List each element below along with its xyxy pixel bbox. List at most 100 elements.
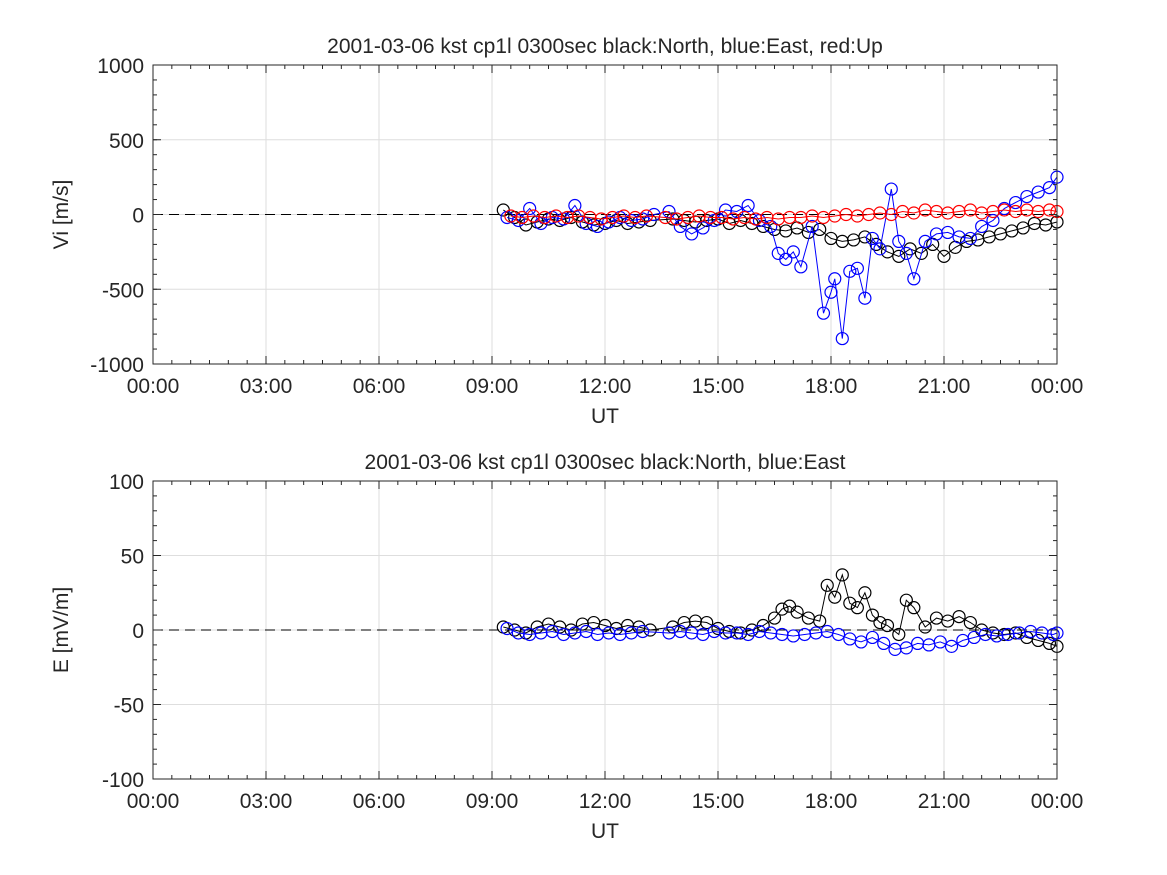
data-point — [843, 264, 857, 278]
data-point — [816, 306, 831, 320]
data-point — [794, 260, 808, 274]
data-point — [963, 615, 977, 630]
data-point — [500, 621, 514, 636]
y-tick-label: -1000 — [90, 354, 144, 377]
y-axis-label: Vi [m/s] — [50, 180, 73, 250]
data-point — [673, 219, 687, 234]
data-point — [907, 601, 921, 615]
y-axis-label: E [mV/m] — [50, 587, 73, 673]
x-tick-label: 15:00 — [692, 790, 745, 813]
data-point — [843, 596, 857, 610]
x-tick-label: 06:00 — [353, 790, 406, 813]
data-point — [790, 605, 804, 619]
data-point — [850, 261, 864, 275]
x-tick-label: 12:00 — [579, 790, 632, 813]
data-point — [511, 213, 525, 228]
data-point — [636, 212, 650, 226]
data-point — [767, 611, 782, 625]
data-point — [899, 641, 913, 655]
data-point — [858, 291, 872, 305]
data-point — [1016, 221, 1030, 235]
data-point — [880, 618, 895, 633]
x-tick-label: 18:00 — [805, 375, 858, 398]
data-point — [858, 586, 872, 600]
data-point — [1031, 185, 1045, 199]
panel-ion-velocity: 2001-03-06 kst cp1l 0300sec black:North,… — [50, 35, 1083, 428]
y-tick-label: -50 — [114, 695, 144, 718]
data-point — [602, 215, 616, 229]
data-point — [903, 242, 917, 256]
y-tick-label: 100 — [109, 471, 144, 494]
data-point — [775, 602, 789, 616]
data-point — [636, 624, 650, 639]
chart-title: 2001-03-06 kst cp1l 0300sec black:North,… — [365, 451, 846, 474]
data-point — [835, 331, 849, 346]
x-tick-label: 00:00 — [1031, 375, 1084, 398]
series-line — [506, 628, 1058, 650]
data-point — [899, 246, 913, 260]
x-tick-label: 15:00 — [692, 375, 745, 398]
x-tick-label: 21:00 — [918, 375, 971, 398]
data-point — [1008, 195, 1023, 210]
data-point — [786, 245, 800, 259]
x-tick-label: 00:00 — [1031, 790, 1084, 813]
data-point — [854, 635, 868, 649]
y-tick-label: 0 — [132, 205, 144, 228]
y-tick-label: 1000 — [97, 55, 144, 78]
data-point — [764, 219, 778, 234]
data-point — [643, 623, 657, 637]
x-tick-label: 03:00 — [240, 375, 293, 398]
data-point — [828, 272, 842, 286]
x-tick-label: 00:00 — [127, 790, 180, 813]
data-point — [700, 615, 714, 630]
data-point — [892, 249, 906, 263]
x-tick-label: 06:00 — [353, 375, 406, 398]
data-point — [639, 209, 654, 223]
data-point — [820, 578, 834, 592]
data-point — [914, 246, 929, 260]
data-point — [941, 614, 955, 628]
data-point — [918, 620, 932, 634]
data-point — [873, 242, 887, 256]
x-axis-label: UT — [591, 820, 619, 843]
data-point — [831, 627, 846, 642]
data-point — [858, 230, 872, 244]
y-tick-label: 500 — [109, 130, 144, 153]
data-point — [877, 636, 891, 651]
data-point — [1042, 180, 1057, 195]
data-point — [865, 608, 880, 622]
data-point — [1042, 203, 1057, 217]
data-point — [880, 245, 895, 259]
data-point — [718, 626, 733, 640]
x-tick-label: 18:00 — [805, 790, 858, 813]
data-point — [944, 639, 959, 653]
ticks — [152, 480, 1058, 780]
data-point — [918, 234, 932, 249]
data-point — [933, 635, 947, 649]
y-tick-label: 0 — [132, 620, 144, 643]
series-1 — [500, 621, 1064, 656]
data-point — [805, 219, 819, 234]
data-point — [824, 285, 838, 299]
y-tick-label: 50 — [121, 546, 144, 569]
x-axis-label: UT — [591, 405, 619, 428]
x-tick-label: 09:00 — [466, 375, 519, 398]
data-point — [884, 182, 898, 196]
ticks — [152, 64, 1058, 365]
data-point — [986, 213, 1000, 228]
data-point — [937, 249, 951, 263]
data-point — [963, 231, 977, 246]
data-point — [892, 234, 906, 249]
x-tick-label: 03:00 — [240, 790, 293, 813]
x-tick-label: 21:00 — [918, 790, 971, 813]
data-point — [873, 615, 887, 630]
data-point — [779, 252, 793, 266]
data-point — [782, 210, 797, 225]
series-2 — [504, 203, 1064, 226]
data-point — [975, 219, 989, 234]
data-point — [745, 623, 759, 637]
data-point — [813, 222, 827, 237]
data-point — [703, 210, 718, 225]
data-point — [907, 272, 921, 286]
panel-electric-field: 2001-03-06 kst cp1l 0300sec black:North,… — [50, 451, 1083, 843]
